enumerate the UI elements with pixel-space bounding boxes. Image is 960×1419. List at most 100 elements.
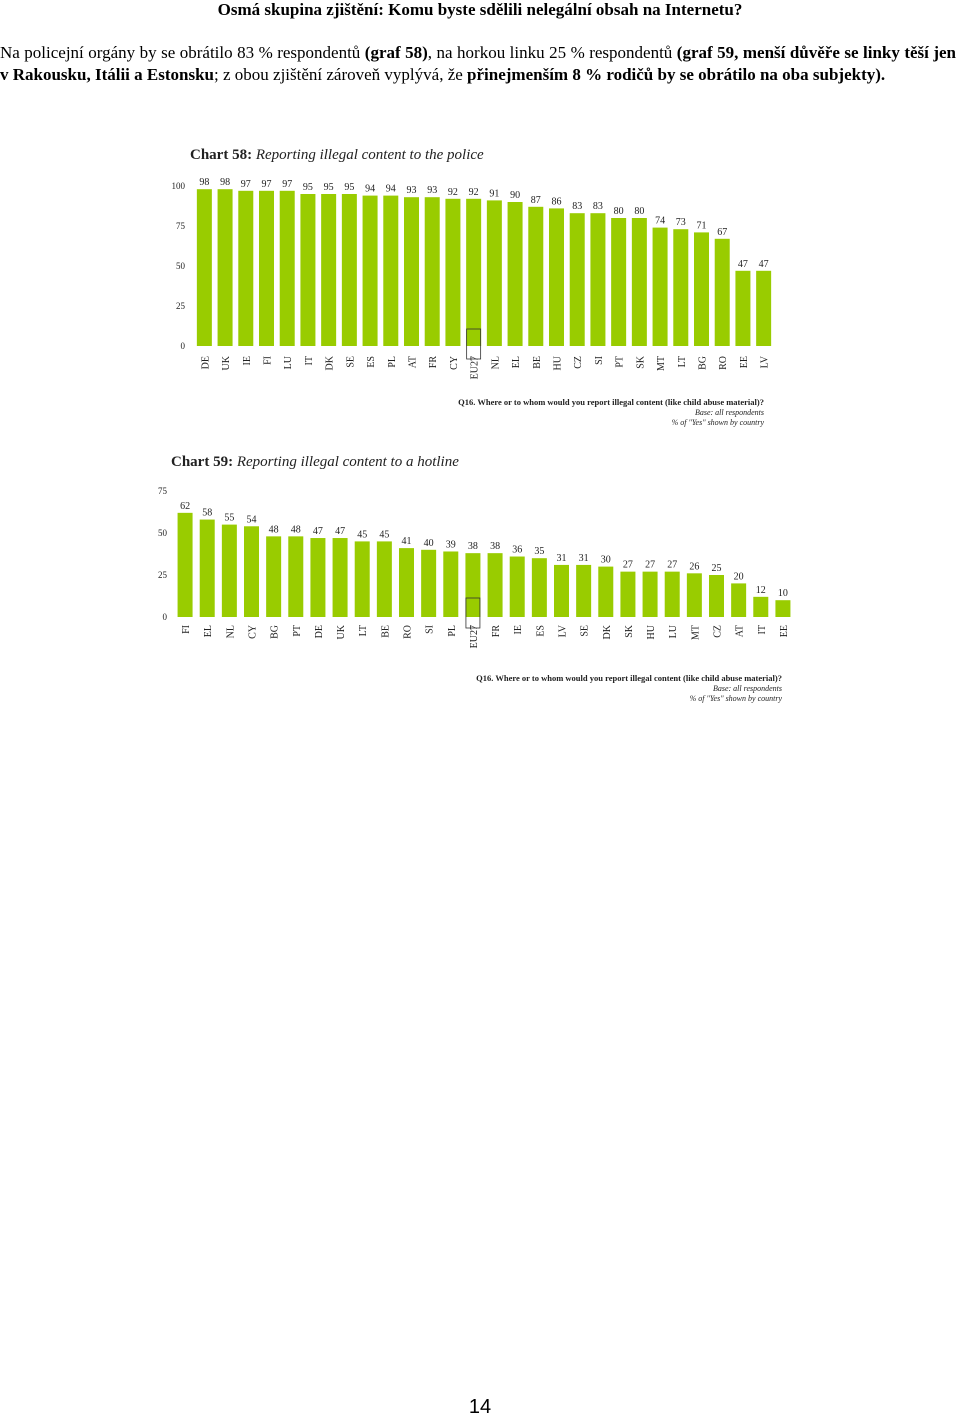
chart59-bar-hu [642, 571, 658, 617]
chart59-title-prefix: Chart 59: [171, 454, 237, 470]
chart59-category-label: UK [336, 624, 347, 639]
chart59-bar-cy [244, 526, 259, 617]
chart58-ytick-label: 75 [176, 221, 186, 231]
chart58-value-label: 97 [241, 179, 251, 190]
chart59-value-label: 27 [623, 560, 633, 571]
chart58-bar-sk [631, 218, 647, 346]
chart58-bar-hu [549, 208, 564, 346]
chart58-category-label: CY [449, 356, 460, 370]
chart59-value-label: 38 [468, 541, 478, 552]
chart58-bar-ee [735, 270, 751, 346]
chart58-category-label: EU27 [470, 356, 481, 379]
chart59-value-label: 26 [689, 561, 699, 572]
chart59-bar-si [421, 549, 437, 617]
para-text-3: ; z obou zjištění zároveň vyplývá, že [214, 65, 468, 84]
chart58-value-label: 97 [282, 179, 292, 190]
chart58-bar-cz [569, 213, 585, 346]
chart58-value-label: 95 [303, 182, 313, 193]
chart58-title-prefix: Chart 58: [190, 147, 256, 163]
chart58-value-label: 83 [572, 201, 582, 212]
chart58-bar-dk [321, 194, 337, 346]
chart58-category-label: LV [760, 355, 771, 368]
para-ref-chart59: (graf 59, menší důvěře se linky těší jen… [0, 43, 957, 84]
intro-paragraph: Na policejní orgány by se obrátilo 83 % … [0, 42, 956, 86]
chart59-bar-cz [709, 575, 724, 617]
chart58-ytick-label: 100 [172, 181, 186, 191]
chart58-category-label: BE [532, 356, 543, 369]
chart58-bar-fr [424, 197, 440, 346]
chart59-value-label: 36 [512, 545, 522, 556]
chart59-bar-de [310, 538, 326, 617]
chart58-bar-be [528, 206, 544, 346]
chart59-value-label: 27 [645, 560, 655, 571]
chart59-value-label: 47 [313, 526, 323, 537]
chart59-category-label: RO [403, 625, 414, 639]
chart58-bar-ro [714, 238, 730, 346]
chart-59-svg: Chart 59: Reporting illegal content to a… [158, 454, 791, 703]
chart59-category-label: DK [602, 624, 613, 639]
chart59-category-label: AT [735, 625, 746, 637]
chart59-bar-mt [686, 573, 702, 617]
chart58-value-label: 91 [489, 188, 499, 199]
chart58-footnote-question: Q16. Where or to whom would you report i… [458, 397, 764, 407]
chart58-value-label: 95 [324, 182, 334, 193]
chart58-category-label: AT [408, 356, 419, 368]
chart59-footnote-question: Q16. Where or to whom would you report i… [476, 673, 782, 683]
chart59-category-label: EL [203, 625, 214, 637]
chart58-category-label: SI [594, 356, 605, 365]
chart59-bar-ee [775, 600, 791, 617]
chart58-category-label: UK [221, 355, 232, 370]
chart59-bar-nl [221, 524, 237, 617]
chart58-bar-lt [673, 229, 689, 346]
chart58-value-label: 71 [697, 220, 707, 231]
chart58-bar-pl [383, 195, 399, 346]
chart59-value-label: 12 [756, 585, 766, 596]
chart58-category-label: BG [698, 356, 709, 370]
chart58-value-label: 95 [344, 182, 354, 193]
chart59-bar-be [376, 541, 392, 617]
chart58-footnote-base: Base: all respondents [695, 408, 764, 417]
chart59-value-label: 27 [667, 560, 677, 571]
chart58-category-label: LU [283, 355, 294, 369]
chart59-category-label: LU [668, 624, 679, 638]
chart58-title: Chart 58: Reporting illegal content to t… [190, 147, 484, 163]
chart59-value-label: 45 [379, 529, 389, 540]
chart59-bar-fr [487, 553, 503, 617]
chart59-value-label: 38 [490, 541, 500, 552]
chart58-value-label: 86 [552, 196, 562, 207]
chart59-category-label: EE [779, 625, 790, 637]
chart59-category-label: BG [270, 625, 281, 639]
chart58-value-label: 94 [365, 184, 375, 195]
chart59-category-label: SK [624, 624, 635, 638]
chart59-footnote-note: % of "Yes" shown by country [690, 694, 783, 703]
chart59-bar-it [753, 596, 769, 617]
chart59-bar-lt [354, 541, 370, 617]
para-conclusion: přinejmenším 8 % rodičů by se obrátilo n… [467, 65, 886, 84]
para-text-1: Na policejní orgány by se obrátilo 83 % … [0, 43, 365, 62]
chart58-value-label: 67 [717, 227, 727, 238]
chart59-value-label: 31 [557, 553, 567, 564]
chart58-category-label: CZ [573, 356, 584, 369]
chart58-category-label: NL [490, 356, 501, 369]
chart58-value-label: 92 [469, 187, 479, 198]
chart-59-hotline: Chart 59: Reporting illegal content to a… [150, 440, 796, 708]
chart58-value-label: 90 [510, 190, 520, 201]
chart59-category-label: BE [380, 625, 391, 638]
chart59-value-label: 10 [778, 588, 788, 599]
chart58-bar-es [362, 195, 378, 346]
chart59-category-label: EU27 [469, 625, 480, 648]
chart59-value-label: 48 [269, 524, 279, 535]
chart58-bar-pt [611, 218, 627, 346]
chart58-category-label: ES [366, 356, 377, 368]
chart58-title-text: Reporting illegal content to the police [255, 147, 484, 163]
chart59-value-label: 55 [224, 513, 234, 524]
chart58-category-label: FR [428, 356, 439, 369]
chart59-category-label: IE [513, 625, 524, 634]
chart59-bar-lv [554, 564, 569, 617]
chart59-category-label: SI [425, 625, 436, 634]
chart59-bar-bg [266, 536, 282, 617]
chart59-value-label: 41 [402, 536, 412, 547]
chart59-ytick-label: 75 [158, 486, 168, 496]
chart58-bar-ie [238, 190, 254, 346]
chart59-bar-pl [443, 551, 459, 617]
